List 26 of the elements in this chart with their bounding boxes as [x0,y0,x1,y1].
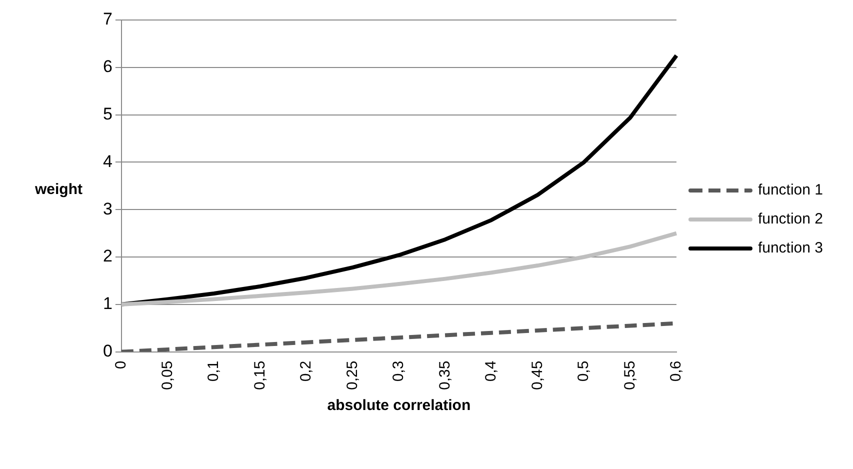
y-tick-label: 7 [102,10,112,29]
x-tick-label: 0,25 [344,360,361,390]
x-tick-label: 0,5 [575,360,592,382]
x-tick-label: 0,2 [298,360,315,382]
x-tick-label: 0,35 [436,360,454,390]
y-tick-label: 2 [102,246,112,266]
x-tick-label: 0,15 [251,360,268,390]
x-tick-label: 0 [112,360,130,370]
x-tick-label: 0,3 [390,360,408,382]
y-axis-title: weight [34,181,82,198]
x-tick-label: 0,05 [158,360,176,390]
x-tick-label: 0,4 [482,360,500,382]
y-tick-label: 1 [102,294,112,314]
x-tick-label: 0,1 [205,360,222,382]
x-tick-label: 0,6 [668,360,685,382]
x-axis-title: absolute correlation [327,397,471,414]
y-tick-label: 6 [102,57,112,76]
x-tick-label: 0,55 [621,360,638,390]
x-tick-label: 0,45 [528,360,546,390]
y-tick-label: 4 [102,152,112,171]
legend-label: function 1 [758,182,823,199]
y-tick-label: 0 [102,341,112,360]
y-tick-label: 3 [102,199,112,218]
y-tick-label: 5 [102,104,112,124]
legend-label: function 3 [758,240,823,257]
legend-label: function 2 [758,210,823,228]
